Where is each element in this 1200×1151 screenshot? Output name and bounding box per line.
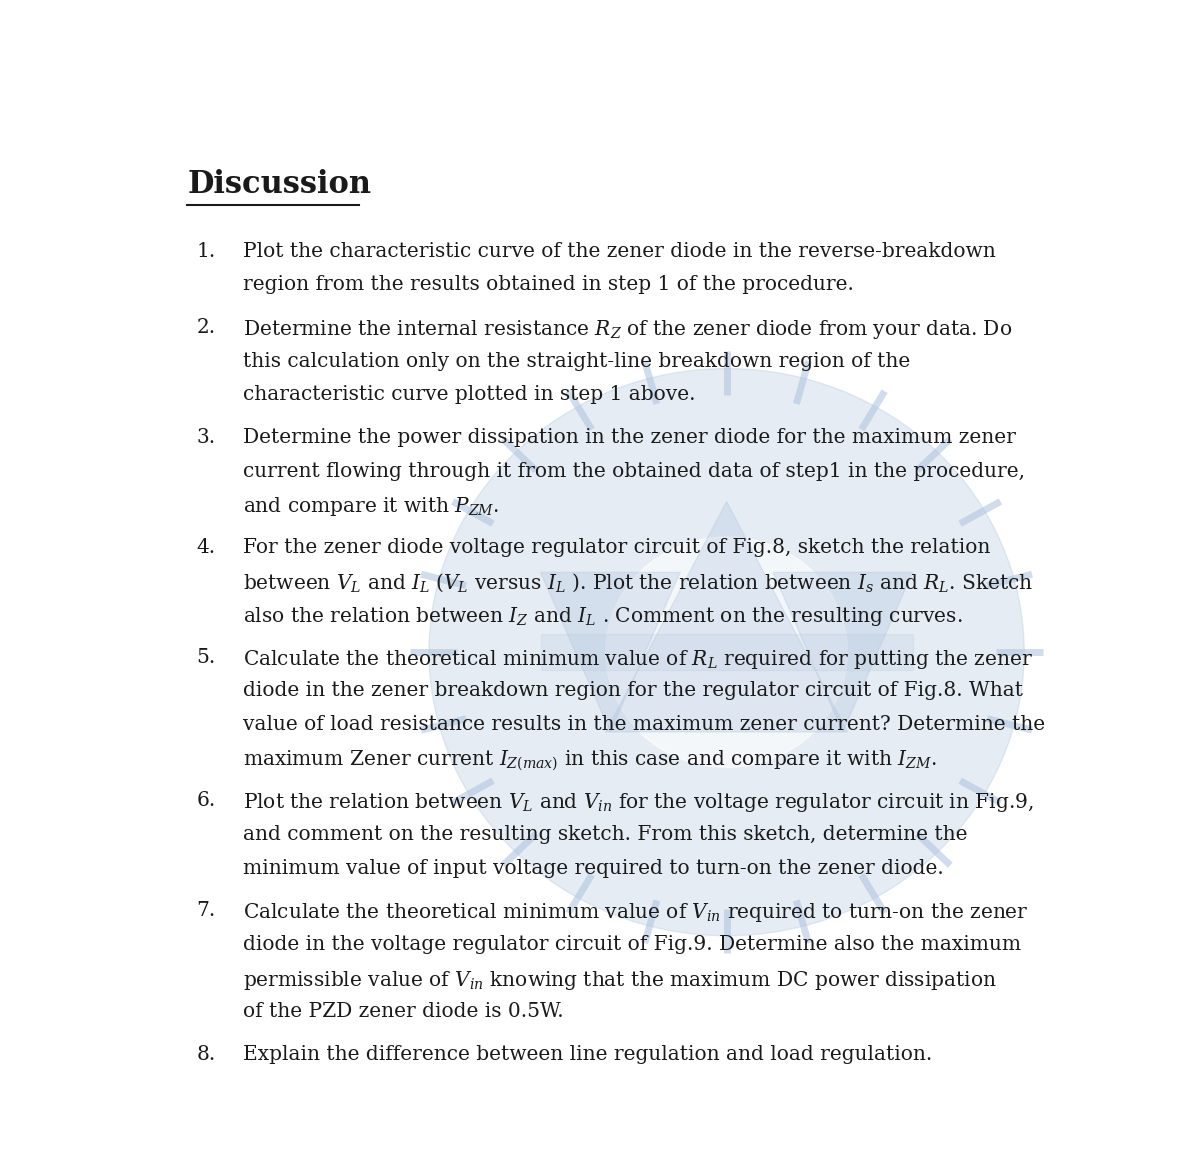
Text: of the PZD zener diode is 0.5W.: of the PZD zener diode is 0.5W.: [242, 1003, 564, 1021]
Text: minimum value of input voltage required to turn-on the zener diode.: minimum value of input voltage required …: [242, 859, 943, 878]
Text: Explain the difference between line regulation and load regulation.: Explain the difference between line regu…: [242, 1045, 932, 1064]
Text: diode in the zener breakdown region for the regulator circuit of Fig.8. What: diode in the zener breakdown region for …: [242, 681, 1022, 701]
Text: diode in the voltage regulator circuit of Fig.9. Determine also the maximum: diode in the voltage regulator circuit o…: [242, 935, 1021, 954]
Text: also the relation between $I_Z$ and $I_L$ . Comment on the resulting curves.: also the relation between $I_Z$ and $I_L…: [242, 605, 962, 628]
Text: maximum Zener current $I_{Z(max)}$ in this case and compare it with $I_{ZM}$.: maximum Zener current $I_{Z(max)}$ in th…: [242, 749, 937, 773]
Text: 7.: 7.: [197, 901, 216, 920]
Polygon shape: [540, 634, 913, 670]
Text: 8.: 8.: [197, 1045, 216, 1064]
Circle shape: [606, 536, 847, 768]
Polygon shape: [540, 572, 680, 732]
Text: value of load resistance results in the maximum zener current? Determine the: value of load resistance results in the …: [242, 715, 1045, 734]
Text: 2.: 2.: [197, 318, 216, 337]
Text: this calculation only on the straight-line breakdown region of the: this calculation only on the straight-li…: [242, 352, 911, 371]
Text: 4.: 4.: [197, 538, 216, 557]
Text: current flowing through it from the obtained data of step1 in the procedure,: current flowing through it from the obta…: [242, 462, 1025, 481]
Text: 1.: 1.: [197, 242, 216, 261]
Text: and comment on the resulting sketch. From this sketch, determine the: and comment on the resulting sketch. Fro…: [242, 825, 967, 844]
Text: between $V_L$ and $I_L$ ($V_L$ versus $I_L$ ). Plot the relation between $I_s$ a: between $V_L$ and $I_L$ ($V_L$ versus $I…: [242, 572, 1033, 594]
Text: Determine the power dissipation in the zener diode for the maximum zener: Determine the power dissipation in the z…: [242, 428, 1016, 447]
Text: 3.: 3.: [197, 428, 216, 447]
Text: Calculate the theoretical minimum value of $V_{in}$ required to turn-on the zene: Calculate the theoretical minimum value …: [242, 901, 1028, 924]
Polygon shape: [606, 502, 847, 732]
Text: Determine the internal resistance $R_Z$ of the zener diode from your data. Do: Determine the internal resistance $R_Z$ …: [242, 318, 1013, 341]
Text: For the zener diode voltage regulator circuit of Fig.8, sketch the relation: For the zener diode voltage regulator ci…: [242, 538, 990, 557]
Text: 5.: 5.: [197, 648, 216, 666]
Text: Plot the characteristic curve of the zener diode in the reverse-breakdown: Plot the characteristic curve of the zen…: [242, 242, 996, 261]
Text: permissible value of $V_{in}$ knowing that the maximum DC power dissipation: permissible value of $V_{in}$ knowing th…: [242, 968, 997, 991]
Text: Calculate the theoretical minimum value of $R_L$ required for putting the zener: Calculate the theoretical minimum value …: [242, 648, 1033, 671]
Text: and compare it with $P_{ZM}$.: and compare it with $P_{ZM}$.: [242, 495, 499, 518]
Text: characteristic curve plotted in step 1 above.: characteristic curve plotted in step 1 a…: [242, 386, 696, 404]
Text: Plot the relation between $V_L$ and $V_{in}$ for the voltage regulator circuit i: Plot the relation between $V_L$ and $V_{…: [242, 791, 1033, 814]
Text: Discussion: Discussion: [187, 169, 371, 200]
Polygon shape: [773, 572, 913, 732]
Text: 6.: 6.: [197, 791, 216, 810]
Circle shape: [430, 368, 1025, 936]
Text: region from the results obtained in step 1 of the procedure.: region from the results obtained in step…: [242, 275, 854, 295]
